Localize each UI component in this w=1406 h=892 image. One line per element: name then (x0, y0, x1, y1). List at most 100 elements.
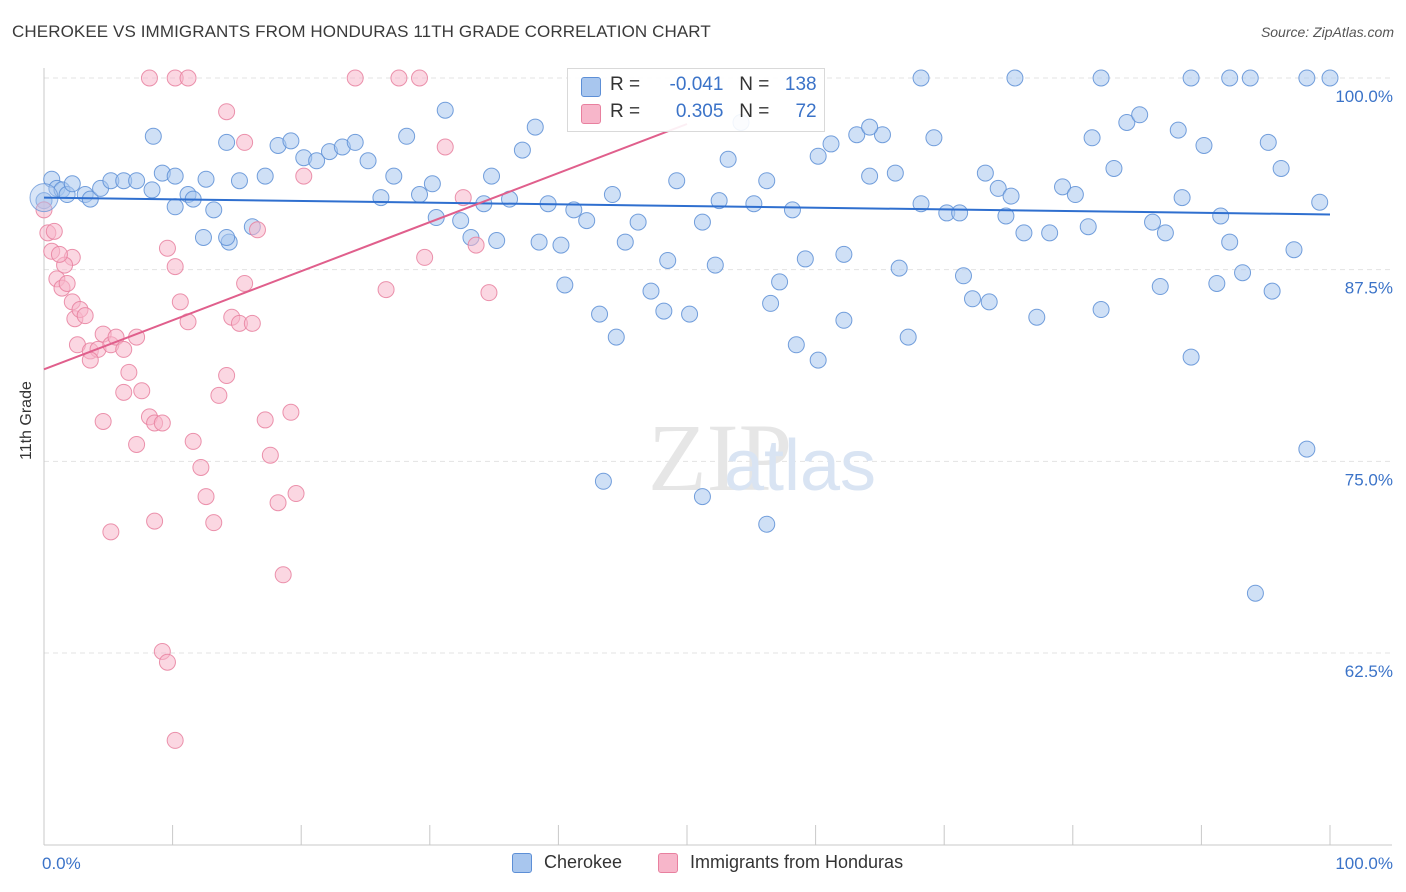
point-cherokee (1311, 193, 1329, 211)
point-cherokee (423, 175, 441, 193)
y-tick-label: 75.0% (1345, 470, 1393, 489)
point-honduras (390, 69, 408, 87)
r-value: -0.041 (669, 74, 724, 95)
point-cherokee (890, 259, 908, 277)
point-honduras (115, 383, 133, 401)
point-honduras (248, 221, 266, 239)
point-honduras (274, 566, 292, 584)
point-cherokee (1234, 264, 1252, 282)
point-honduras (158, 239, 176, 257)
point-cherokee (745, 195, 763, 213)
point-cherokee (980, 293, 998, 311)
legend-swatch-honduras (581, 104, 601, 124)
legend-swatch-honduras (658, 852, 678, 873)
point-cherokee (1241, 69, 1259, 87)
point-cherokee (1144, 213, 1162, 231)
point-cherokee (976, 164, 994, 182)
point-honduras (236, 274, 254, 292)
point-cherokee (1272, 159, 1290, 177)
n-label: N = (739, 101, 770, 122)
point-honduras (295, 167, 313, 185)
point-cherokee (526, 118, 544, 136)
point-cherokee (963, 290, 981, 308)
point-cherokee (1208, 274, 1226, 292)
y-tick-label: 100.0% (1335, 87, 1393, 106)
n-value: 72 (795, 101, 817, 122)
point-cherokee (256, 167, 274, 185)
y-tick-label: 87.5% (1345, 279, 1393, 298)
point-cherokee (1092, 301, 1110, 319)
point-honduras (210, 386, 228, 404)
legend-item-cherokee: Cherokee (512, 852, 622, 873)
r-label: R = (610, 74, 641, 95)
source-label: Source: ZipAtlas.com (1260, 24, 1394, 40)
point-cherokee (218, 228, 236, 246)
point-honduras (166, 258, 184, 276)
point-cherokee (166, 167, 184, 185)
legend-label-cherokee: Cherokee (544, 852, 623, 872)
point-cherokee (1263, 282, 1281, 300)
point-cherokee (1079, 218, 1097, 236)
point-cherokee (1212, 207, 1230, 225)
point-cherokee (1028, 308, 1046, 326)
point-honduras (171, 293, 189, 311)
point-cherokee (616, 233, 634, 251)
point-cherokee (1054, 178, 1072, 196)
point-cherokee (771, 273, 789, 291)
point-cherokee (659, 251, 677, 269)
point-honduras (411, 69, 429, 87)
watermark-atlas: atlas (724, 426, 876, 506)
point-cherokee (385, 167, 403, 185)
point-honduras (94, 412, 112, 430)
point-cherokee (693, 488, 711, 506)
point-honduras (146, 512, 164, 530)
legend-item-honduras: Immigrants from Honduras (658, 852, 903, 873)
point-cherokee (230, 172, 248, 190)
point-honduras (261, 446, 279, 464)
point-honduras (192, 458, 210, 476)
point-cherokee (1321, 69, 1339, 87)
point-honduras (236, 133, 254, 151)
point-cherokee (282, 132, 300, 150)
point-cherokee (1221, 69, 1239, 87)
point-honduras (287, 485, 305, 503)
point-cherokee (912, 195, 930, 213)
point-cherokee (873, 126, 891, 144)
point-cherokee (1169, 121, 1187, 139)
point-cherokee (556, 276, 574, 294)
point-honduras (153, 414, 171, 432)
point-cherokee (989, 179, 1007, 197)
point-honduras (184, 432, 202, 450)
point-cherokee (762, 294, 780, 312)
point-cherokee (1002, 187, 1020, 205)
point-cherokee (166, 198, 184, 216)
point-cherokee (997, 207, 1015, 225)
point-cherokee (809, 351, 827, 369)
point-cherokee (488, 232, 506, 250)
point-cherokee (398, 127, 416, 145)
point-cherokee (886, 164, 904, 182)
point-honduras (140, 69, 158, 87)
point-honduras (416, 248, 434, 266)
point-cherokee (144, 127, 162, 145)
point-cherokee (565, 201, 583, 219)
point-cherokee (1105, 159, 1123, 177)
point-cherokee (706, 256, 724, 274)
point-cherokee (308, 152, 326, 170)
point-cherokee (1195, 136, 1213, 154)
point-cherokee (1246, 584, 1264, 602)
point-cherokee (1298, 69, 1316, 87)
point-honduras (35, 201, 53, 219)
point-honduras (467, 236, 485, 254)
point-honduras (115, 340, 133, 358)
legend-swatch-cherokee (512, 852, 532, 873)
trend-line-honduras (43, 123, 688, 371)
point-cherokee (899, 328, 917, 346)
point-cherokee (436, 101, 454, 119)
point-honduras (256, 411, 274, 429)
point-honduras (133, 382, 151, 400)
point-cherokee (787, 336, 805, 354)
point-cherokee (848, 126, 866, 144)
point-honduras (76, 307, 94, 325)
